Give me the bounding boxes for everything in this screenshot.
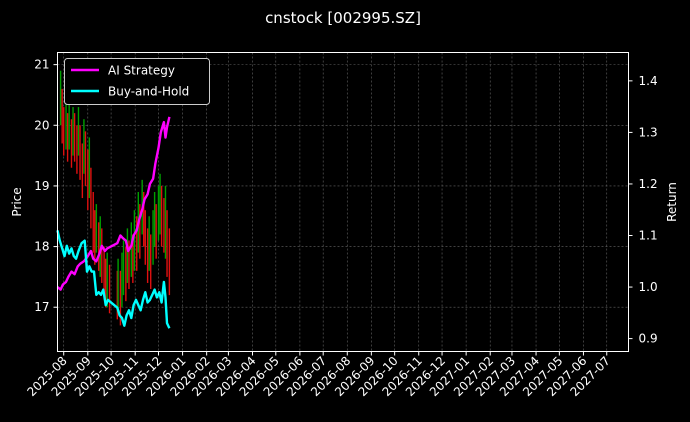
candles xyxy=(59,70,171,326)
y-right-tick-label: 0.9 xyxy=(639,332,658,346)
y-axis-right-label: Return xyxy=(665,182,679,222)
y-right-tick-label: 1.2 xyxy=(639,177,658,191)
y-left-tick-label: 17 xyxy=(34,300,49,314)
y-axis-left-label: Price xyxy=(10,187,24,216)
legend-label-buy-and-hold: Buy-and-Hold xyxy=(108,85,189,99)
y-right-tick-label: 1.3 xyxy=(639,125,658,139)
series-line-ai-strategy xyxy=(56,116,171,291)
y-right-tick-label: 1.0 xyxy=(639,280,658,294)
legend-box xyxy=(64,58,210,105)
y-right-tick-label: 1.1 xyxy=(639,229,658,243)
series-line-buy-and-hold xyxy=(56,230,171,329)
y-left-tick-label: 21 xyxy=(34,58,49,72)
series-lines xyxy=(56,116,171,329)
legend: AI Strategy Buy-and-Hold xyxy=(64,58,210,105)
legend-label-ai-strategy: AI Strategy xyxy=(108,64,175,78)
y-axis-left: 17 18 19 20 21 xyxy=(34,58,58,314)
y-right-tick-label: 1.4 xyxy=(639,74,658,88)
plot-frame xyxy=(57,52,629,352)
y-left-tick-label: 20 xyxy=(34,118,49,132)
y-left-tick-label: 18 xyxy=(34,240,49,254)
y-axis-right: 0.9 1.0 1.1 1.2 1.3 1.4 xyxy=(628,74,658,346)
chart-title: cnstock [002995.SZ] xyxy=(265,9,421,27)
y-left-tick-label: 19 xyxy=(34,179,49,193)
